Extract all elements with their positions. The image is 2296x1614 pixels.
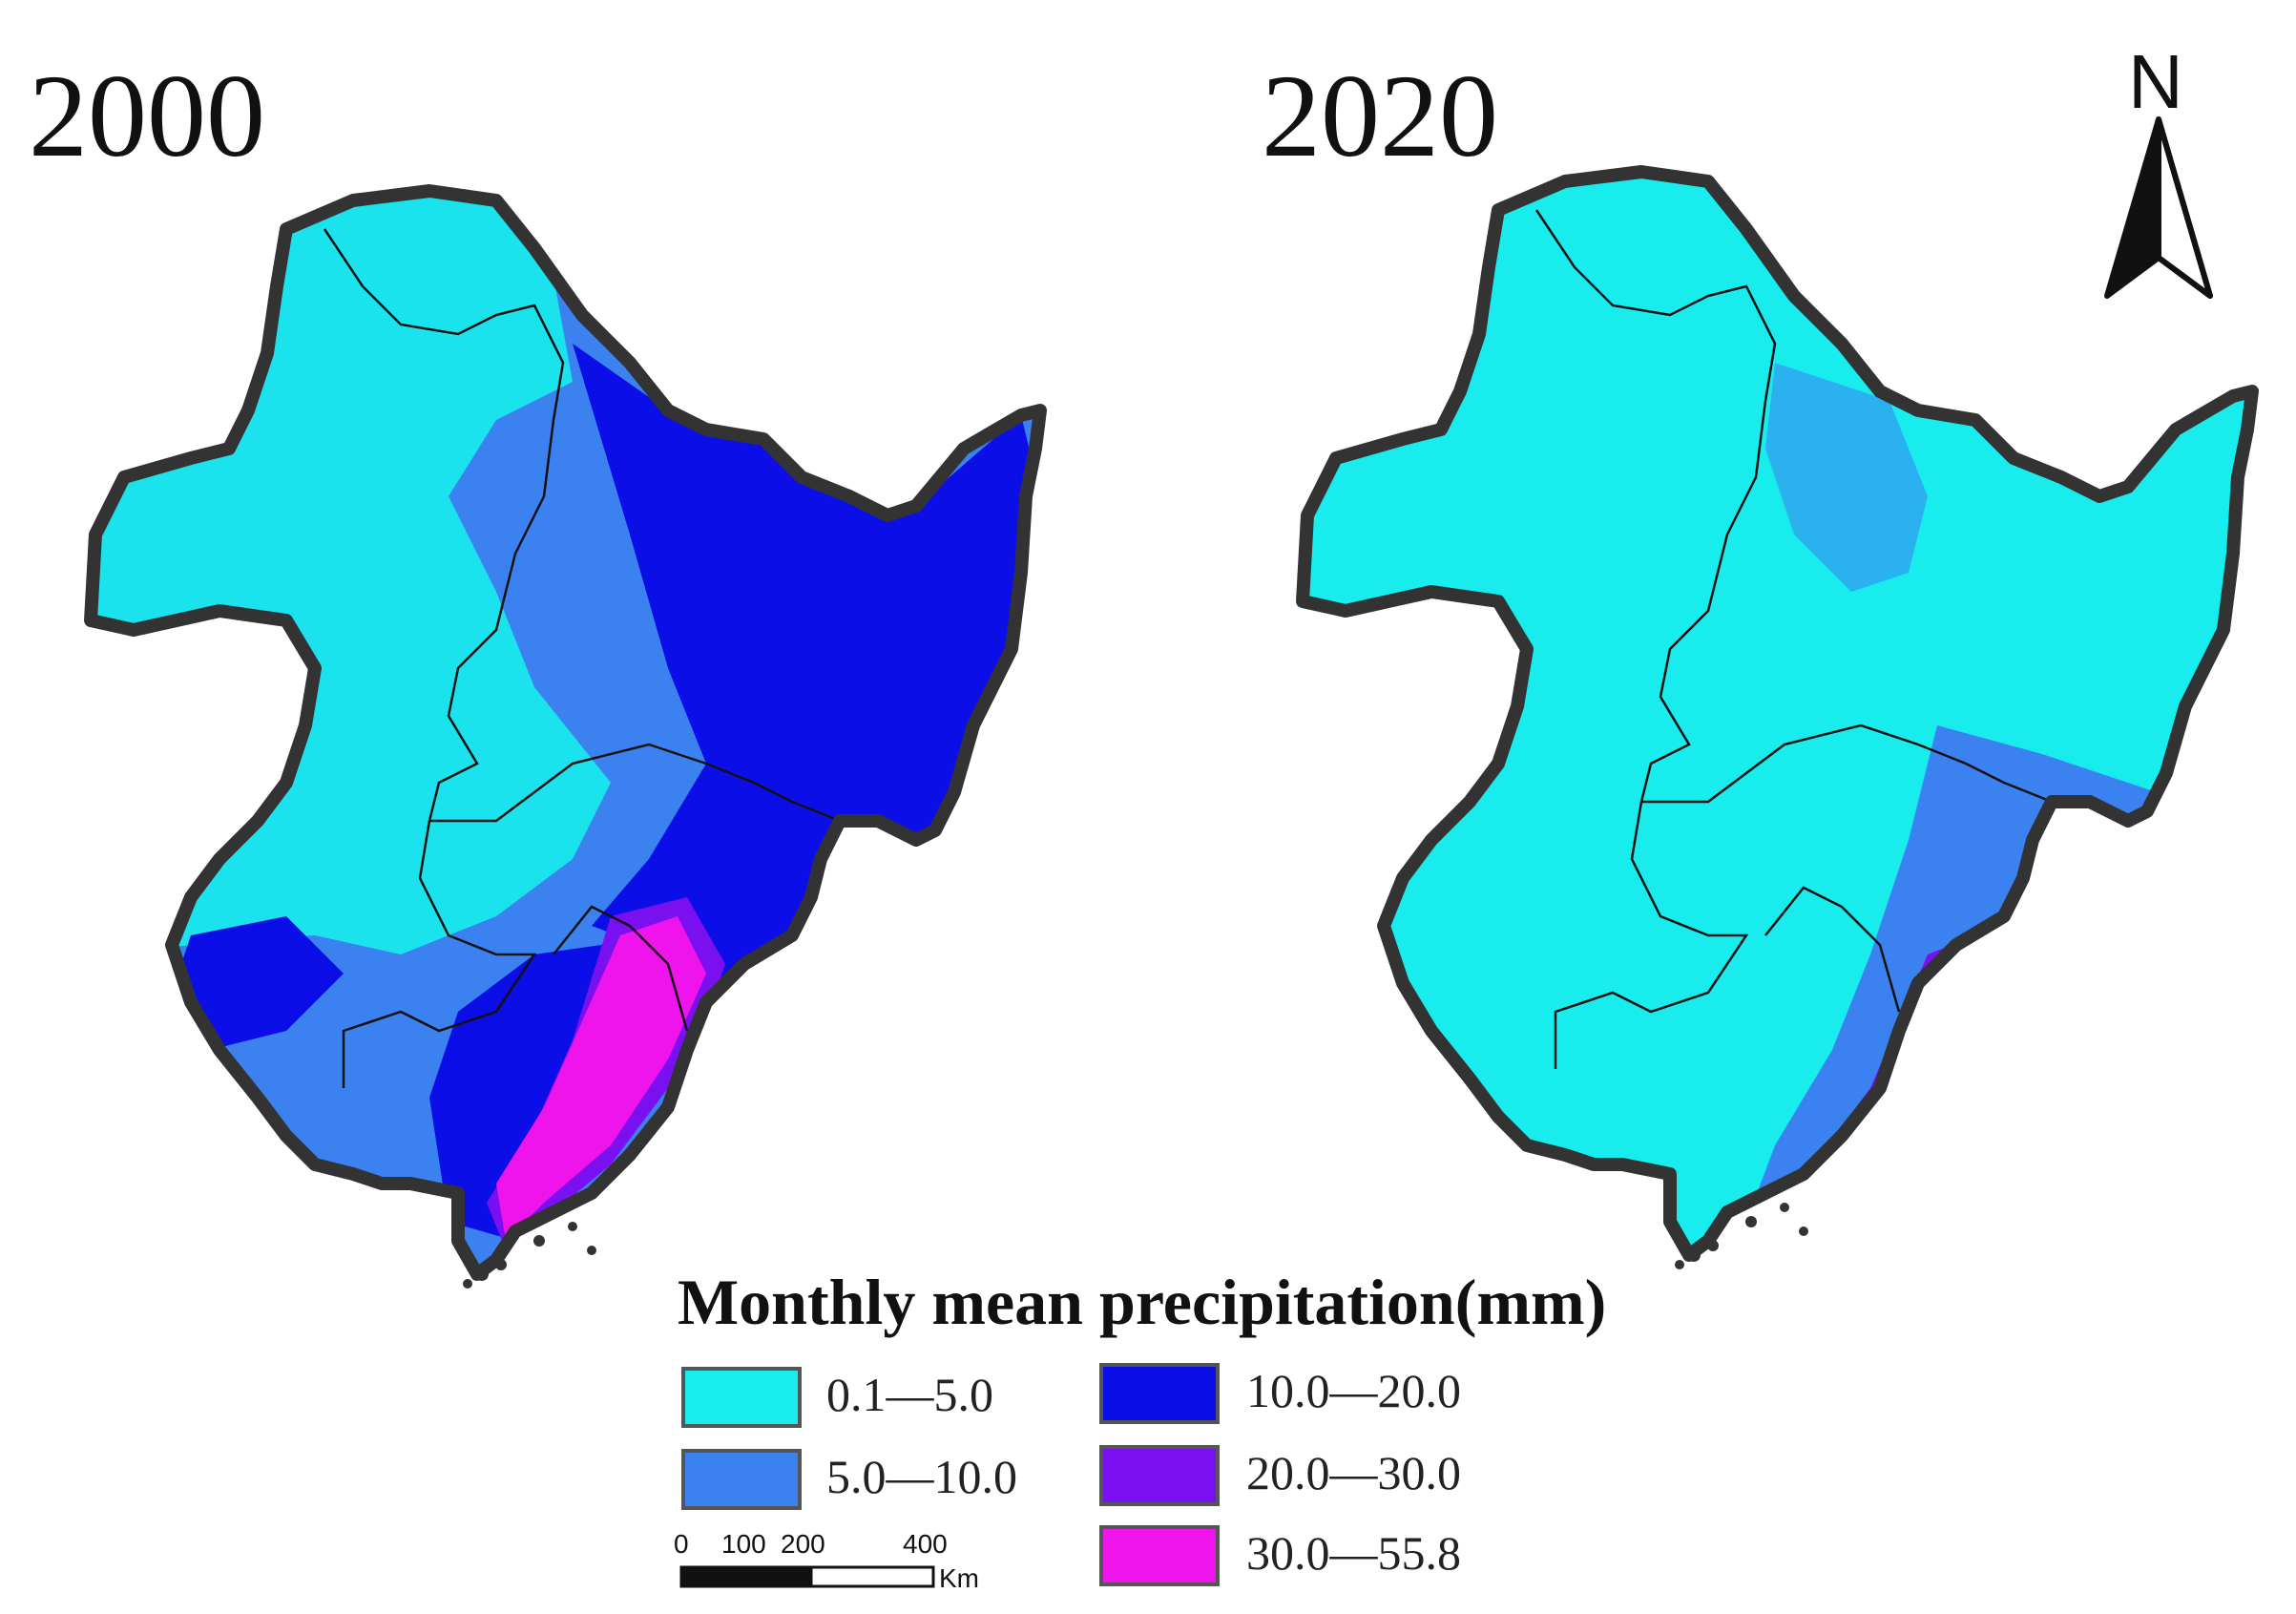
zone-2000-class3 [573, 344, 1040, 954]
legend-swatch-class2 [681, 1449, 802, 1510]
province-borders-2020 [1534, 209, 2053, 1069]
map-title-2020: 2020 [1262, 51, 1498, 181]
zone-2020-class1 [1303, 172, 2252, 1255]
scale-tick-400: 400 [903, 1529, 948, 1559]
legend-swatch-class4 [1099, 1445, 1220, 1506]
scale-bar [679, 1565, 935, 1588]
zone-2020-class2-patch [1765, 363, 1928, 592]
zone-2000-class5 [496, 916, 706, 1241]
legend-swatch-class5 [1099, 1525, 1220, 1586]
scale-tick-0: 0 [674, 1529, 689, 1559]
legend-label-class3: 10.0—20.0 [1246, 1364, 1461, 1417]
legend-swatch-class1 [681, 1367, 802, 1428]
coastal-islands-2020 [1675, 1203, 1808, 1269]
zone-2000-class3c [172, 916, 344, 1050]
coastal-islands-2000 [463, 1222, 596, 1289]
legend-label-class4: 20.0—30.0 [1246, 1446, 1461, 1499]
legend-label-class2: 5.0—10.0 [826, 1450, 1017, 1503]
legend-title: Monthly mean precipitation(mm) [678, 1266, 1607, 1338]
map-2020 [1279, 153, 2281, 1269]
legend-label-class5: 30.0—55.8 [1246, 1526, 1461, 1580]
legend-swatch-class3 [1099, 1363, 1220, 1424]
map-title-2000: 2000 [29, 51, 265, 181]
scale-unit: Km [939, 1563, 979, 1593]
map-2000 [76, 172, 1059, 1289]
scale-tick-200: 200 [781, 1529, 825, 1559]
legend-label-class1: 0.1—5.0 [826, 1368, 993, 1421]
north-arrow-icon [2104, 116, 2213, 299]
north-letter: N [2128, 39, 2183, 124]
scale-tick-100: 100 [721, 1529, 766, 1559]
province-borders-2000 [323, 228, 841, 1088]
